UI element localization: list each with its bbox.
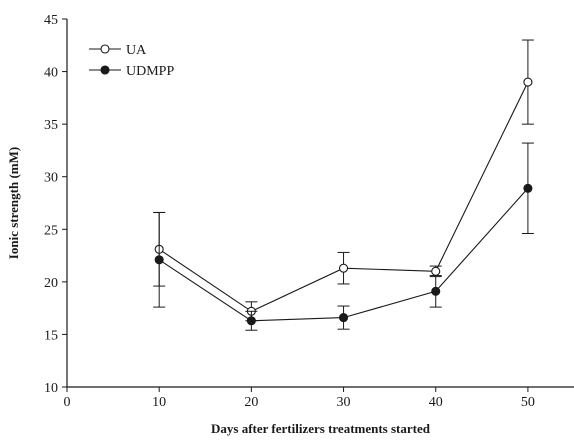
axes: 0 10 20 30 40 50 10 15 20 25 30 35 40 45 [44,13,574,410]
legend-item: UA [89,43,147,58]
data-point [338,313,349,323]
legend-item: UDMPP [89,64,174,79]
y-tick-label: 45 [44,13,58,28]
x-tick-label: 0 [64,395,71,410]
data-point [246,316,256,326]
x-tick-label: 10 [152,395,166,410]
data-point [523,183,533,193]
y-tick-label: 10 [44,381,58,396]
y-tick-label: 25 [44,223,58,238]
legend-label: UA [126,43,147,58]
y-tick-label: 20 [44,276,58,291]
data-point [431,286,441,296]
y-tick-label: 40 [44,66,58,81]
y-tick-label: 30 [44,171,58,186]
data-point [523,77,533,87]
y-tick-label: 15 [44,328,58,343]
legend-label: UDMPP [126,64,174,79]
x-tick-label: 40 [429,395,443,410]
x-axis-title: Days after fertilizers treatments starte… [211,421,431,436]
y-axis-title: Ionic strength (mM) [6,147,21,259]
series-layer [153,39,534,331]
legend-marker [100,65,110,75]
series-ua [153,39,534,322]
x-tick-label: 30 [337,395,351,410]
legend: UA UDMPP [89,43,174,79]
legend-marker [100,44,110,54]
data-point [338,263,349,273]
x-tick-label: 50 [521,395,535,410]
series-udmpp [153,142,534,331]
y-tick-label: 35 [44,118,58,133]
data-point [431,266,441,276]
x-tick-label: 20 [244,395,258,410]
data-point [154,255,164,265]
